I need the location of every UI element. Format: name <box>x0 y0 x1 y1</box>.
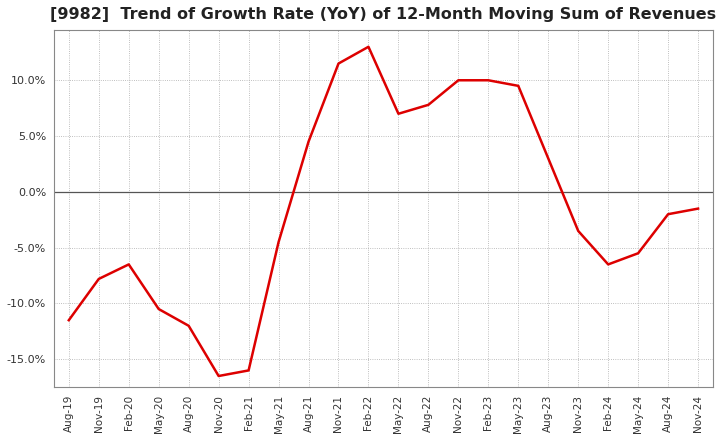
Title: [9982]  Trend of Growth Rate (YoY) of 12-Month Moving Sum of Revenues: [9982] Trend of Growth Rate (YoY) of 12-… <box>50 7 716 22</box>
